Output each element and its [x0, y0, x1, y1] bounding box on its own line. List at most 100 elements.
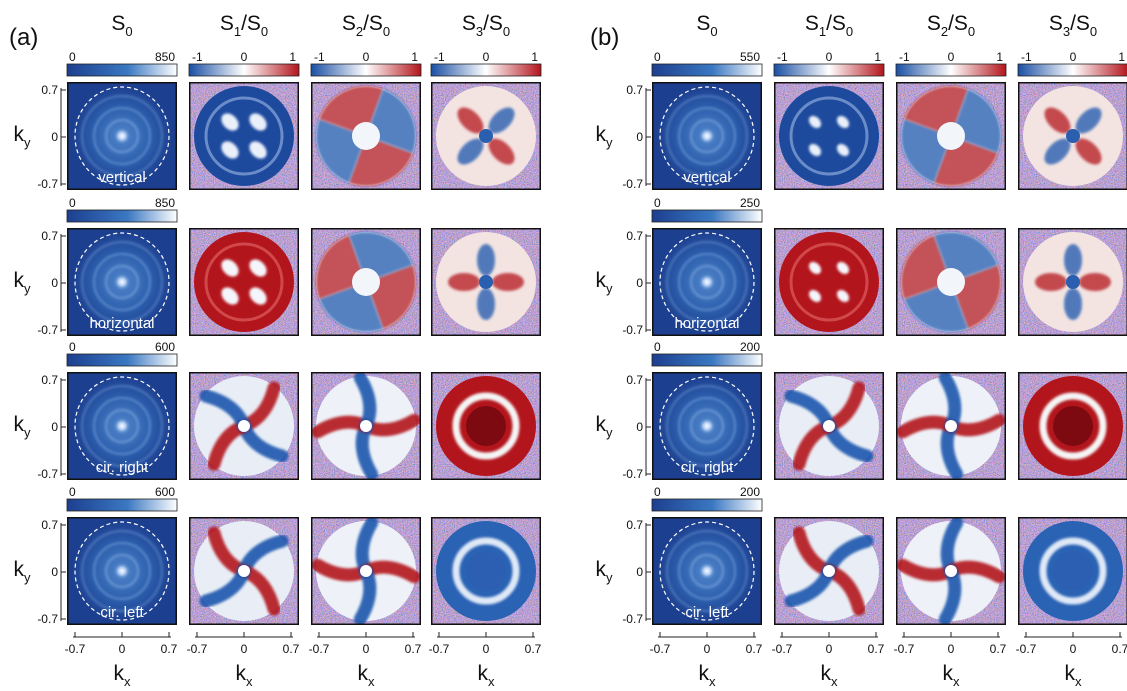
s0-center-spot: [113, 127, 131, 145]
map-frame: [189, 228, 299, 336]
stokes-lobes: [1035, 244, 1111, 320]
ky-tick-label: -0.7: [37, 467, 58, 481]
map-frame: [67, 517, 177, 625]
kx-tick-label: 0.7: [746, 642, 763, 656]
ky-tick-label: 0.7: [41, 229, 58, 243]
ky-axis-label: ky: [13, 558, 31, 585]
s1-map: [774, 228, 884, 336]
ky-tick-label: 0: [51, 130, 58, 144]
map-frame: [1018, 372, 1127, 480]
colorbar-tick-label: 1: [1118, 50, 1125, 64]
kx-axis-label: kx: [942, 662, 960, 689]
stokes-lobe: [808, 261, 822, 275]
map-frame: [311, 517, 421, 625]
s0-colorbar: 0 600: [66, 485, 178, 512]
colorbar-tick-label: 1: [289, 50, 296, 64]
s0-fringe-ring: [689, 553, 725, 589]
stokes-lobe: [836, 143, 850, 157]
colorbar-min-label: 0: [69, 196, 76, 210]
kx-axis-label: kx: [477, 662, 495, 689]
stokes-center: [823, 420, 835, 432]
s0-fringe-ring: [678, 397, 736, 455]
stokes-lobe: [448, 273, 480, 291]
stokes-colorbar: -1 0 1: [895, 50, 1007, 77]
colorbar-max-label: 850: [155, 50, 175, 64]
s0-colorbar: 0 250: [651, 196, 763, 223]
polarization-label: cir. right: [681, 459, 734, 476]
colorbar-tick-label: -1: [777, 50, 788, 64]
colorbar-min-label: 0: [69, 50, 76, 64]
kx-tick-label: 0.7: [161, 642, 178, 656]
colorbar-strip: [66, 209, 178, 223]
stokes-lobe: [1064, 288, 1082, 320]
map-frame: [896, 517, 1006, 625]
s1-map: [189, 228, 299, 336]
ky-tick-label: 0.7: [626, 518, 643, 532]
colorbar-tick-label: 0: [363, 50, 370, 64]
s1-map: [189, 517, 299, 625]
s0-map: cir. right: [67, 372, 177, 480]
aperture-dashed-circle: [659, 86, 755, 186]
kx-tick-label: 0.7: [990, 642, 1007, 656]
s1-map: [774, 517, 884, 625]
map-frame: [896, 372, 1006, 480]
stokes-ring: [204, 242, 284, 322]
panel-a: (a) S0 S1/S0 S2/S0 S3/S0 -1 0 1 -1 0 1 -1 0 1 0 850 ky 0.…: [9, 12, 542, 689]
polarization-label: vertical: [683, 169, 731, 186]
s3-map: [431, 228, 541, 336]
ky-tick-label: 0.7: [41, 518, 58, 532]
s0-fringe-ring: [104, 553, 140, 589]
stokes-center: [945, 565, 957, 577]
stokes-center: [937, 122, 965, 150]
stokes-center: [1066, 129, 1080, 143]
stokes-lobe: [221, 287, 239, 305]
ky-tick-label: -0.7: [37, 177, 58, 191]
colorbar-strip: [651, 63, 763, 77]
ky-axis-label: ky: [595, 269, 613, 296]
ky-tick-label: 0: [51, 420, 58, 434]
s2-map: [311, 517, 421, 625]
s0-map: horizontal: [67, 228, 177, 336]
s0-fringe-ring: [666, 530, 748, 612]
stokes-center: [479, 275, 493, 289]
ky-tick-label: 0: [636, 276, 643, 290]
stokes-disc: [779, 86, 879, 186]
stokes-lobes: [1044, 107, 1102, 165]
ky-tick-label: 0.7: [626, 229, 643, 243]
stokes-lobes: [448, 244, 524, 320]
ky-axis-label: ky: [13, 269, 31, 296]
s3-map: [1018, 82, 1127, 190]
stokes-disc: [779, 232, 879, 332]
s0-fringe-ring: [104, 408, 140, 444]
stokes-lobe: [836, 289, 850, 303]
s0-colorbar: 0 200: [651, 485, 763, 512]
s0-fringe-ring: [678, 542, 736, 600]
column-header: S1/S0: [220, 12, 268, 39]
s0-fringe-ring: [689, 408, 725, 444]
stokes-colorbar: -1 0 1: [310, 50, 422, 77]
s0-center-spot: [698, 417, 716, 435]
map-frame: [67, 372, 177, 480]
stokes-center: [823, 565, 835, 577]
stokes-ring: [204, 96, 284, 176]
ky-tick-label: -0.7: [37, 612, 58, 626]
stokes-lobe: [1044, 138, 1071, 165]
stokes-lobe: [808, 143, 822, 157]
colorbar-min-label: 0: [654, 485, 661, 499]
stokes-lobe: [1035, 273, 1067, 291]
colorbar-strip: [310, 63, 422, 77]
stokes-colorbar: -1 0 1: [773, 50, 885, 77]
map-frame: [311, 82, 421, 190]
column-header: S2/S0: [342, 12, 390, 39]
colorbar-strip: [430, 63, 542, 77]
colorbar-max-label: 600: [155, 340, 175, 354]
stokes-lobe: [1044, 107, 1071, 134]
stokes-ring: [1039, 537, 1107, 605]
colorbar-tick-label: 1: [531, 50, 538, 64]
stokes-center: [1066, 275, 1080, 289]
aperture-dashed-circle: [659, 521, 755, 621]
stokes-lobe: [836, 261, 850, 275]
s0-center-spot: [113, 273, 131, 291]
stokes-core: [1053, 551, 1093, 591]
